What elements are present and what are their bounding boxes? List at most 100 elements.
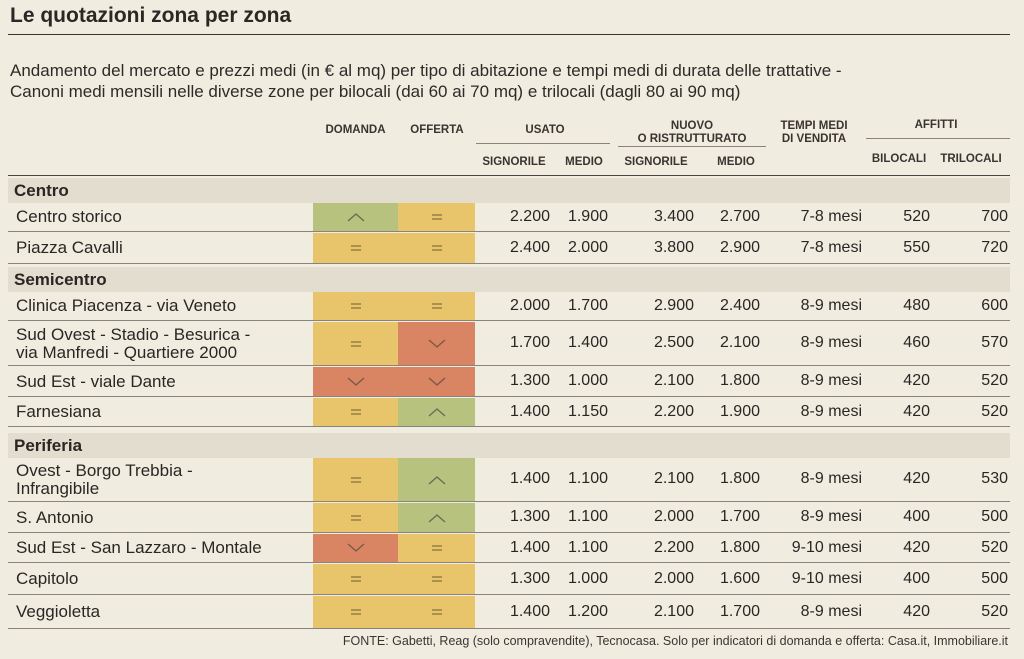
- cell-nuovo-med: 2.900: [719, 238, 760, 256]
- cell-nuovo-sig: 2.000: [653, 569, 694, 587]
- cell-usato-med: 1.000: [567, 372, 608, 389]
- cell-nuovo-sig: 3.800: [653, 238, 694, 256]
- nuovo-header-rule: [618, 146, 766, 147]
- offerta-indicator-equal: [398, 534, 475, 562]
- domanda-indicator-down: [313, 534, 398, 562]
- caret-up-icon: [428, 513, 446, 523]
- equals-icon: [350, 514, 362, 522]
- cell-usato-med: 1.100: [567, 470, 608, 487]
- header-affitti: AFFITTI: [914, 119, 958, 131]
- header-tempi: TEMPI MEDI DI VENDITA: [766, 120, 862, 146]
- cell-usato-sig: 1.400: [509, 538, 550, 556]
- zone-label-line: Infrangibile: [16, 478, 100, 498]
- cell-usato-sig: 1.400: [509, 402, 550, 420]
- cell-trilocali: 520: [981, 372, 1008, 389]
- zone-label: Farnesiana: [16, 403, 101, 421]
- subtitle: Andamento del mercato e prezzi medi (in …: [10, 60, 1010, 102]
- domanda-indicator-equal: [313, 458, 398, 501]
- cell-trilocali: 570: [981, 334, 1008, 351]
- zone-label: Veggioletta: [16, 603, 100, 621]
- cell-usato-med: 1.700: [567, 296, 608, 314]
- cell-nuovo-sig: 2.200: [653, 538, 694, 556]
- cell-trilocali: 520: [981, 402, 1008, 420]
- domanda-indicator-equal: [313, 322, 398, 365]
- cell-tempi: 8-9 mesi: [800, 334, 862, 351]
- row-divider: [8, 365, 1010, 366]
- zone-label-line: Farnesiana: [16, 402, 102, 421]
- zone-label-line: via Manfredi - Quartiere 2000: [16, 342, 238, 362]
- title-divider: [8, 34, 1010, 35]
- cell-usato-med: 1.100: [567, 538, 608, 556]
- equals-icon: [431, 544, 443, 552]
- section-header-periferia: Periferia: [8, 433, 1010, 458]
- zone-label: Centro storico: [16, 208, 122, 226]
- caret-down-icon: [428, 376, 446, 387]
- zone-label-line: Clinica Piacenza - via Veneto: [16, 296, 237, 315]
- zone-label: Piazza Cavalli: [16, 239, 123, 257]
- domanda-indicator-equal: [313, 398, 398, 426]
- offerta-indicator-equal: [398, 203, 475, 231]
- caret-down-icon: [428, 338, 446, 349]
- offerta-indicator-down: [398, 322, 475, 365]
- caret-up-icon: [428, 475, 446, 485]
- row-divider: [8, 628, 1010, 629]
- offerta-indicator-up: [398, 503, 475, 532]
- cell-usato-sig: 1.300: [509, 508, 550, 525]
- cell-tempi: 8-9 mesi: [800, 372, 862, 389]
- cell-usato-med: 1.400: [567, 334, 608, 351]
- cell-tempi: 8-9 mesi: [800, 470, 862, 487]
- cell-trilocali: 720: [981, 238, 1008, 256]
- domanda-indicator-equal: [313, 503, 398, 532]
- row-divider: [8, 263, 1010, 264]
- zone-label: S. Antonio: [16, 507, 94, 527]
- cell-trilocali: 520: [981, 538, 1008, 556]
- header-nuovo-signorile: SIGNORILE: [624, 156, 688, 168]
- cell-bilocali: 420: [903, 538, 930, 556]
- header-usato-signorile: SIGNORILE: [482, 156, 546, 168]
- cell-bilocali: 420: [903, 372, 930, 389]
- header-nuovo-line: O RISTRUTTURATO: [637, 133, 747, 145]
- header-tempi-line: TEMPI MEDI: [780, 120, 848, 132]
- domanda-indicator-up: [313, 203, 398, 231]
- offerta-indicator-up: [398, 398, 475, 426]
- zone-label-line: Veggioletta: [16, 602, 101, 621]
- source-footer: FONTE: Gabetti, Reag (solo compravendite…: [342, 634, 1008, 648]
- zone-label-line: Capitolo: [16, 569, 79, 588]
- equals-icon: [350, 244, 362, 252]
- equals-icon: [350, 608, 362, 616]
- cell-nuovo-med: 1.600: [719, 569, 760, 587]
- zone-label: Sud Est - San Lazzaro - Montale: [16, 539, 262, 557]
- row-divider: [8, 562, 1010, 563]
- caret-down-icon: [347, 376, 365, 387]
- cell-bilocali: 520: [903, 207, 930, 225]
- domanda-indicator-equal: [313, 292, 398, 320]
- equals-icon: [350, 476, 362, 484]
- usato-header-rule: [476, 143, 610, 144]
- cell-nuovo-med: 1.700: [719, 508, 760, 525]
- cell-usato-sig: 1.300: [509, 372, 550, 389]
- cell-usato-sig: 1.700: [509, 334, 550, 351]
- cell-nuovo-med: 1.800: [719, 470, 760, 487]
- zone-label: Sud Ovest - Stadio - Besurica - via Manfr…: [16, 325, 250, 362]
- cell-bilocali: 420: [903, 402, 930, 420]
- cell-usato-sig: 2.200: [509, 207, 550, 225]
- cell-usato-sig: 1.400: [509, 602, 550, 620]
- row-divider: [8, 594, 1010, 595]
- cell-tempi: 8-9 mesi: [800, 602, 862, 620]
- cell-usato-med: 1.100: [567, 508, 608, 525]
- zone-label: Sud Est - viale Dante: [16, 371, 176, 391]
- header-bilocali: BILOCALI: [871, 153, 927, 165]
- zone-label-line: Centro storico: [16, 207, 122, 226]
- cell-nuovo-med: 1.800: [719, 538, 760, 556]
- zone-label-line: Piazza Cavalli: [16, 238, 123, 257]
- header-nuovo-line: NUOVO: [670, 120, 714, 132]
- domanda-indicator-down: [313, 367, 398, 396]
- domanda-indicator-equal: [313, 564, 398, 594]
- zone-label-line: S. Antonio: [16, 507, 94, 527]
- caret-up-icon: [428, 407, 446, 417]
- equals-icon: [431, 608, 443, 616]
- cell-bilocali: 420: [903, 470, 930, 487]
- cell-nuovo-med: 1.900: [719, 402, 760, 420]
- cell-nuovo-sig: 2.100: [653, 372, 694, 389]
- zone-label-line: Sud Est - viale Dante: [16, 371, 176, 391]
